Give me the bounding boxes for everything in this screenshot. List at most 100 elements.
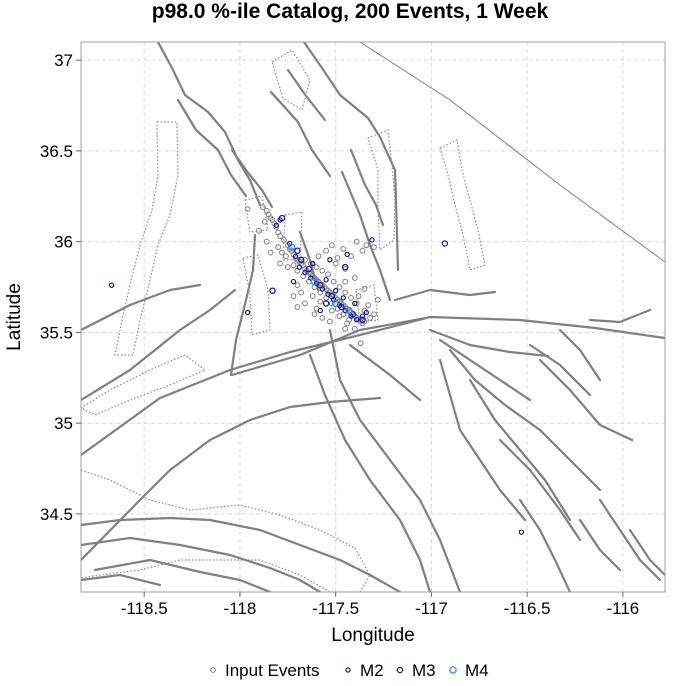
data-point [305,265,313,273]
data-point [290,262,297,269]
data-point [354,317,360,323]
series-m3 [269,214,449,323]
chart-title: p98.0 %-ile Catalog, 200 Events, 1 Week [152,0,549,23]
data-point [359,316,366,323]
data-point [317,307,323,314]
data-point [317,298,324,305]
data-point [351,325,358,332]
legend-marker [396,666,404,674]
series-m2 [108,217,525,535]
data-point [336,284,343,290]
data-point [287,243,296,251]
data-point [298,289,305,296]
data-point [308,275,314,281]
data-point [277,260,284,267]
y-tick-label: 35.5 [40,323,73,342]
data-point [296,264,302,270]
data-point [290,293,297,300]
x-axis-ticks: -118.5 -118 -117.5 -117 -116.5 -116 [121,592,639,618]
data-point [357,340,364,347]
data-point [290,278,297,285]
data-point [340,246,347,252]
data-point [284,264,291,271]
y-tick-label: 34.5 [40,505,73,524]
data-point [336,302,343,308]
data-point [441,240,449,247]
data-point [263,238,270,245]
data-point [309,293,316,300]
data-point [342,307,348,314]
data-point [292,253,299,259]
data-point [323,247,330,254]
data-point [359,247,366,254]
data-point [256,227,263,234]
data-point [344,320,351,327]
data-point [307,260,314,267]
x-tick-label: -118 [224,599,257,618]
legend-marker [210,667,216,673]
data-point [310,260,316,267]
data-point [369,237,375,243]
legend-marker [449,666,457,674]
data-point [363,242,370,249]
data-point [279,249,285,256]
data-point [334,255,341,261]
data-point [302,269,308,276]
x-tick-label: -117 [415,599,448,618]
y-tick-label: 36.5 [40,142,73,161]
data-point [283,253,289,260]
data-point [327,257,333,263]
y-axis-label: Latitude [4,283,25,351]
data-point [317,281,324,289]
data-point [313,264,320,271]
data-point [342,325,349,332]
fault-lines-solid [81,42,665,592]
data-point [311,311,318,318]
data-point [273,222,279,228]
data-point [341,263,349,271]
x-tick-label: -116 [606,599,639,618]
fault-map [81,42,665,592]
x-tick-label: -118.5 [121,599,168,618]
data-point [338,303,345,311]
legend-marker [345,667,351,673]
data-point [353,238,360,245]
data-point [359,313,366,319]
legend-label: M3 [412,661,436,680]
data-point [278,214,286,222]
data-point [328,292,336,300]
fault-lines-thin [359,42,665,263]
data-point [297,256,305,264]
data-point [351,275,358,281]
data-point [518,529,525,535]
data-point [352,300,358,307]
data-point [277,233,284,240]
legend-item: M3 [396,661,436,680]
data-point [353,300,360,307]
data-point [327,318,333,325]
data-point [361,286,368,292]
data-point [342,289,349,296]
y-tick-label: 37 [54,51,73,70]
data-point [365,302,372,309]
data-point [342,278,349,285]
data-point [330,278,337,285]
legend-item: M2 [345,661,384,680]
data-point [374,296,381,303]
data-point [333,288,339,294]
data-point [371,244,377,251]
x-axis-label: Longitude [331,625,414,646]
data-point [260,204,266,211]
data-point [294,304,301,310]
data-point [319,315,326,321]
data-point [273,224,280,231]
data-point [363,309,369,316]
data-point [244,309,251,316]
y-tick-label: 36 [54,233,73,252]
data-point [336,313,343,320]
grid-lines [81,42,665,592]
data-point [325,271,331,278]
x-tick-label: -117.5 [312,599,359,618]
data-point [281,237,287,243]
y-tick-label: 35 [54,414,73,433]
